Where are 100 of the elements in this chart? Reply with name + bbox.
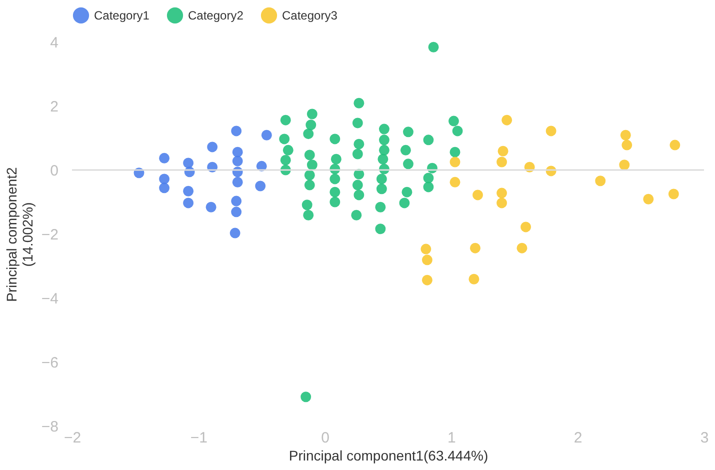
point xyxy=(472,190,483,200)
point xyxy=(423,134,434,146)
point xyxy=(207,142,218,152)
point xyxy=(450,156,460,168)
x-tick-label: 1 xyxy=(448,430,456,446)
point xyxy=(400,144,411,156)
y-tick-label: 2 xyxy=(50,98,58,116)
point xyxy=(306,120,316,130)
point xyxy=(306,108,318,120)
point xyxy=(470,242,480,254)
point xyxy=(304,180,315,190)
x-tick-label: 2 xyxy=(574,430,582,446)
point xyxy=(376,174,387,184)
point xyxy=(354,190,364,200)
point xyxy=(279,134,290,144)
point xyxy=(375,224,386,234)
point xyxy=(378,144,390,156)
y-tick-label: 0 xyxy=(50,162,58,180)
point xyxy=(498,146,508,156)
legend-label: Category1 xyxy=(94,8,150,22)
point xyxy=(159,182,170,194)
point xyxy=(428,42,439,52)
y-tick-label: −8 xyxy=(41,418,58,436)
point xyxy=(352,148,363,160)
point xyxy=(595,176,606,186)
point xyxy=(183,186,194,196)
point xyxy=(261,130,272,140)
point xyxy=(302,200,312,210)
point xyxy=(452,126,463,136)
point xyxy=(280,114,291,126)
point xyxy=(420,244,432,254)
point xyxy=(450,176,460,188)
point xyxy=(280,154,291,166)
point xyxy=(516,242,528,254)
y-tick-label: −6 xyxy=(41,354,58,372)
x-tick-label: 0 xyxy=(321,430,330,446)
point xyxy=(496,156,508,168)
point xyxy=(643,194,654,204)
point xyxy=(422,274,432,286)
y-tick-label: −2 xyxy=(41,226,58,244)
point xyxy=(502,114,512,126)
point xyxy=(468,274,480,284)
point xyxy=(231,126,242,136)
point xyxy=(668,188,679,200)
point xyxy=(230,228,240,238)
point xyxy=(232,146,243,158)
point xyxy=(300,392,312,402)
point xyxy=(330,154,342,164)
point xyxy=(496,188,508,198)
point xyxy=(496,198,508,208)
point xyxy=(620,130,631,140)
x-tick-label: −2 xyxy=(64,430,82,446)
point xyxy=(354,138,364,150)
point xyxy=(450,146,460,158)
point xyxy=(159,174,170,184)
point xyxy=(330,196,340,208)
point xyxy=(670,140,680,150)
legend-label: Category3 xyxy=(282,8,338,22)
y-tick-label: −4 xyxy=(41,290,58,308)
point xyxy=(378,124,390,134)
point xyxy=(399,198,410,208)
point xyxy=(376,184,387,194)
point xyxy=(206,202,216,212)
point xyxy=(546,126,556,136)
point xyxy=(375,202,386,212)
point xyxy=(159,152,170,164)
x-axis-title: Principal component1(63.444%) xyxy=(288,448,488,464)
point xyxy=(306,160,318,170)
y-tick-label: 4 xyxy=(50,34,58,52)
point xyxy=(232,176,243,188)
x-tick-label: −1 xyxy=(190,430,208,446)
point xyxy=(402,158,414,170)
point xyxy=(402,186,412,198)
point xyxy=(330,186,340,198)
point xyxy=(378,134,390,146)
point xyxy=(183,198,194,208)
point xyxy=(303,210,314,220)
point xyxy=(255,180,266,192)
point xyxy=(231,206,242,218)
point xyxy=(183,158,194,168)
x-tick-label: 3 xyxy=(700,430,709,446)
point xyxy=(423,182,434,192)
point xyxy=(303,128,314,140)
point xyxy=(402,126,414,138)
point xyxy=(351,210,362,220)
point xyxy=(352,118,363,128)
point xyxy=(423,172,434,184)
point xyxy=(378,154,388,164)
point xyxy=(619,160,630,170)
point xyxy=(232,156,243,166)
y-axis-title: Principal component2 (14.002%) xyxy=(3,166,36,302)
point xyxy=(231,196,242,206)
point xyxy=(520,222,532,232)
point xyxy=(354,98,364,108)
legend-label: Category2 xyxy=(188,8,244,22)
point xyxy=(352,180,363,190)
point xyxy=(304,170,315,180)
point xyxy=(448,116,459,126)
point xyxy=(282,144,294,156)
point xyxy=(422,254,432,266)
